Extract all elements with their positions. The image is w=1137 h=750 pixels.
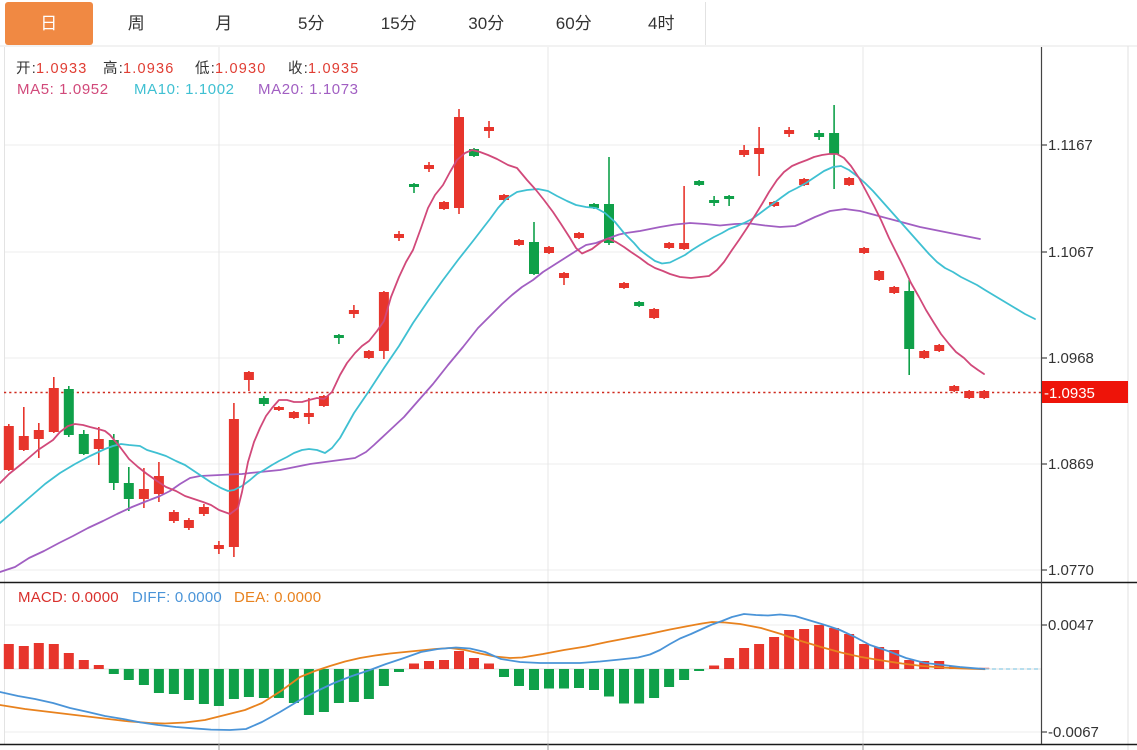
svg-text:1.0968: 1.0968 [1048,350,1094,367]
svg-text:-0.0067: -0.0067 [1048,724,1099,741]
svg-text:1.1067: 1.1067 [1048,244,1094,261]
svg-text:1.0869: 1.0869 [1048,456,1094,473]
svg-text:0.0047: 0.0047 [1048,617,1094,634]
svg-text:1.1167: 1.1167 [1048,137,1093,154]
svg-text:-1.0935: -1.0935 [1044,385,1095,402]
svg-text:1.0770: 1.0770 [1048,562,1094,579]
